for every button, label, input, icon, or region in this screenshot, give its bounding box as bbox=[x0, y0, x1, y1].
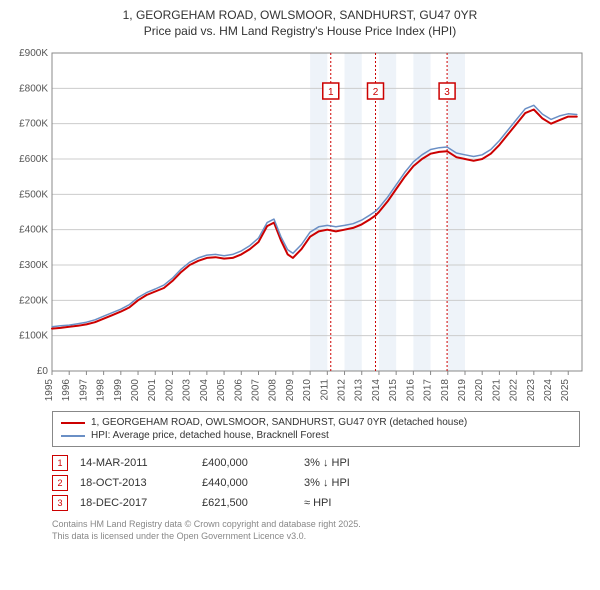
sale-marker: 1 bbox=[52, 455, 68, 471]
table-row: 3 18-DEC-2017£621,500≈ HPI bbox=[52, 493, 362, 513]
svg-text:1: 1 bbox=[328, 87, 334, 98]
svg-text:2009: 2009 bbox=[285, 379, 296, 402]
sale-date: 18-DEC-2017 bbox=[80, 493, 202, 513]
svg-text:2022: 2022 bbox=[509, 379, 520, 402]
chart-title: 1, GEORGEHAM ROAD, OWLSMOOR, SANDHURST, … bbox=[12, 8, 588, 39]
svg-text:1995: 1995 bbox=[44, 379, 55, 402]
svg-text:1999: 1999 bbox=[113, 379, 124, 402]
svg-text:2001: 2001 bbox=[147, 379, 158, 402]
svg-text:2004: 2004 bbox=[199, 379, 210, 402]
sale-delta: 3% ↓ HPI bbox=[304, 473, 362, 493]
svg-text:£700K: £700K bbox=[19, 119, 48, 130]
footnote-line-1: Contains HM Land Registry data © Crown c… bbox=[52, 519, 361, 529]
legend-swatch bbox=[61, 422, 85, 424]
svg-text:£300K: £300K bbox=[19, 260, 48, 271]
svg-text:£900K: £900K bbox=[19, 48, 48, 59]
svg-text:2013: 2013 bbox=[354, 379, 365, 402]
svg-text:£600K: £600K bbox=[19, 154, 48, 165]
svg-text:2006: 2006 bbox=[233, 379, 244, 402]
svg-text:2011: 2011 bbox=[319, 379, 330, 401]
svg-text:2025: 2025 bbox=[560, 379, 571, 402]
svg-text:2020: 2020 bbox=[474, 379, 485, 402]
chart-area: £0 £100K £200K £300K £400K £500K £600K £700K £80… bbox=[12, 45, 588, 405]
sale-price: £621,500 bbox=[202, 493, 304, 513]
svg-text:2014: 2014 bbox=[371, 379, 382, 402]
sale-marker: 3 bbox=[52, 495, 68, 511]
svg-text:2008: 2008 bbox=[268, 379, 279, 402]
svg-text:2024: 2024 bbox=[543, 379, 554, 402]
svg-text:2000: 2000 bbox=[130, 379, 141, 402]
svg-text:£200K: £200K bbox=[19, 296, 48, 307]
footnote: Contains HM Land Registry data © Crown c… bbox=[52, 519, 580, 542]
svg-text:2002: 2002 bbox=[164, 379, 175, 402]
legend-swatch bbox=[61, 435, 85, 437]
svg-text:1997: 1997 bbox=[78, 379, 89, 402]
table-row: 2 18-OCT-2013£440,0003% ↓ HPI bbox=[52, 473, 362, 493]
svg-text:2010: 2010 bbox=[302, 379, 313, 402]
svg-text:2023: 2023 bbox=[526, 379, 537, 402]
legend-row: 1, GEORGEHAM ROAD, OWLSMOOR, SANDHURST, … bbox=[61, 416, 571, 429]
sale-price: £400,000 bbox=[202, 453, 304, 473]
svg-text:2012: 2012 bbox=[337, 379, 348, 402]
svg-text:3: 3 bbox=[444, 87, 450, 98]
svg-text:£800K: £800K bbox=[19, 84, 48, 95]
title-line-2: Price paid vs. HM Land Registry's House … bbox=[144, 24, 456, 38]
svg-text:£500K: £500K bbox=[19, 190, 48, 201]
svg-text:2019: 2019 bbox=[457, 379, 468, 402]
svg-text:1996: 1996 bbox=[61, 379, 72, 402]
svg-text:2016: 2016 bbox=[405, 379, 416, 402]
title-line-1: 1, GEORGEHAM ROAD, OWLSMOOR, SANDHURST, … bbox=[123, 8, 478, 22]
svg-text:2007: 2007 bbox=[250, 379, 261, 402]
svg-text:2018: 2018 bbox=[440, 379, 451, 402]
sale-marker: 2 bbox=[52, 475, 68, 491]
svg-text:£0: £0 bbox=[37, 366, 49, 377]
sale-price: £440,000 bbox=[202, 473, 304, 493]
sale-date: 18-OCT-2013 bbox=[80, 473, 202, 493]
svg-text:£400K: £400K bbox=[19, 225, 48, 236]
chart-container: 1, GEORGEHAM ROAD, OWLSMOOR, SANDHURST, … bbox=[0, 0, 600, 551]
svg-text:2021: 2021 bbox=[491, 379, 502, 402]
table-row: 1 14-MAR-2011£400,0003% ↓ HPI bbox=[52, 453, 362, 473]
svg-text:2017: 2017 bbox=[423, 379, 434, 402]
legend-row: HPI: Average price, detached house, Brac… bbox=[61, 429, 571, 442]
sale-delta: 3% ↓ HPI bbox=[304, 453, 362, 473]
svg-text:1998: 1998 bbox=[96, 379, 107, 402]
svg-text:2005: 2005 bbox=[216, 379, 227, 402]
svg-text:2015: 2015 bbox=[388, 379, 399, 402]
chart-svg: £0 £100K £200K £300K £400K £500K £600K £700K £80… bbox=[12, 45, 588, 405]
legend-label: HPI: Average price, detached house, Brac… bbox=[91, 430, 329, 441]
sale-date: 14-MAR-2011 bbox=[80, 453, 202, 473]
legend: 1, GEORGEHAM ROAD, OWLSMOOR, SANDHURST, … bbox=[52, 411, 580, 447]
svg-text:2003: 2003 bbox=[182, 379, 193, 402]
sale-delta: ≈ HPI bbox=[304, 493, 362, 513]
sales-table: 1 14-MAR-2011£400,0003% ↓ HPI 2 18-OCT-2013… bbox=[52, 453, 362, 513]
legend-label: 1, GEORGEHAM ROAD, OWLSMOOR, SANDHURST, … bbox=[91, 417, 467, 428]
svg-text:2: 2 bbox=[373, 87, 379, 98]
svg-text:£100K: £100K bbox=[19, 331, 48, 342]
footnote-line-2: This data is licensed under the Open Gov… bbox=[52, 531, 306, 541]
